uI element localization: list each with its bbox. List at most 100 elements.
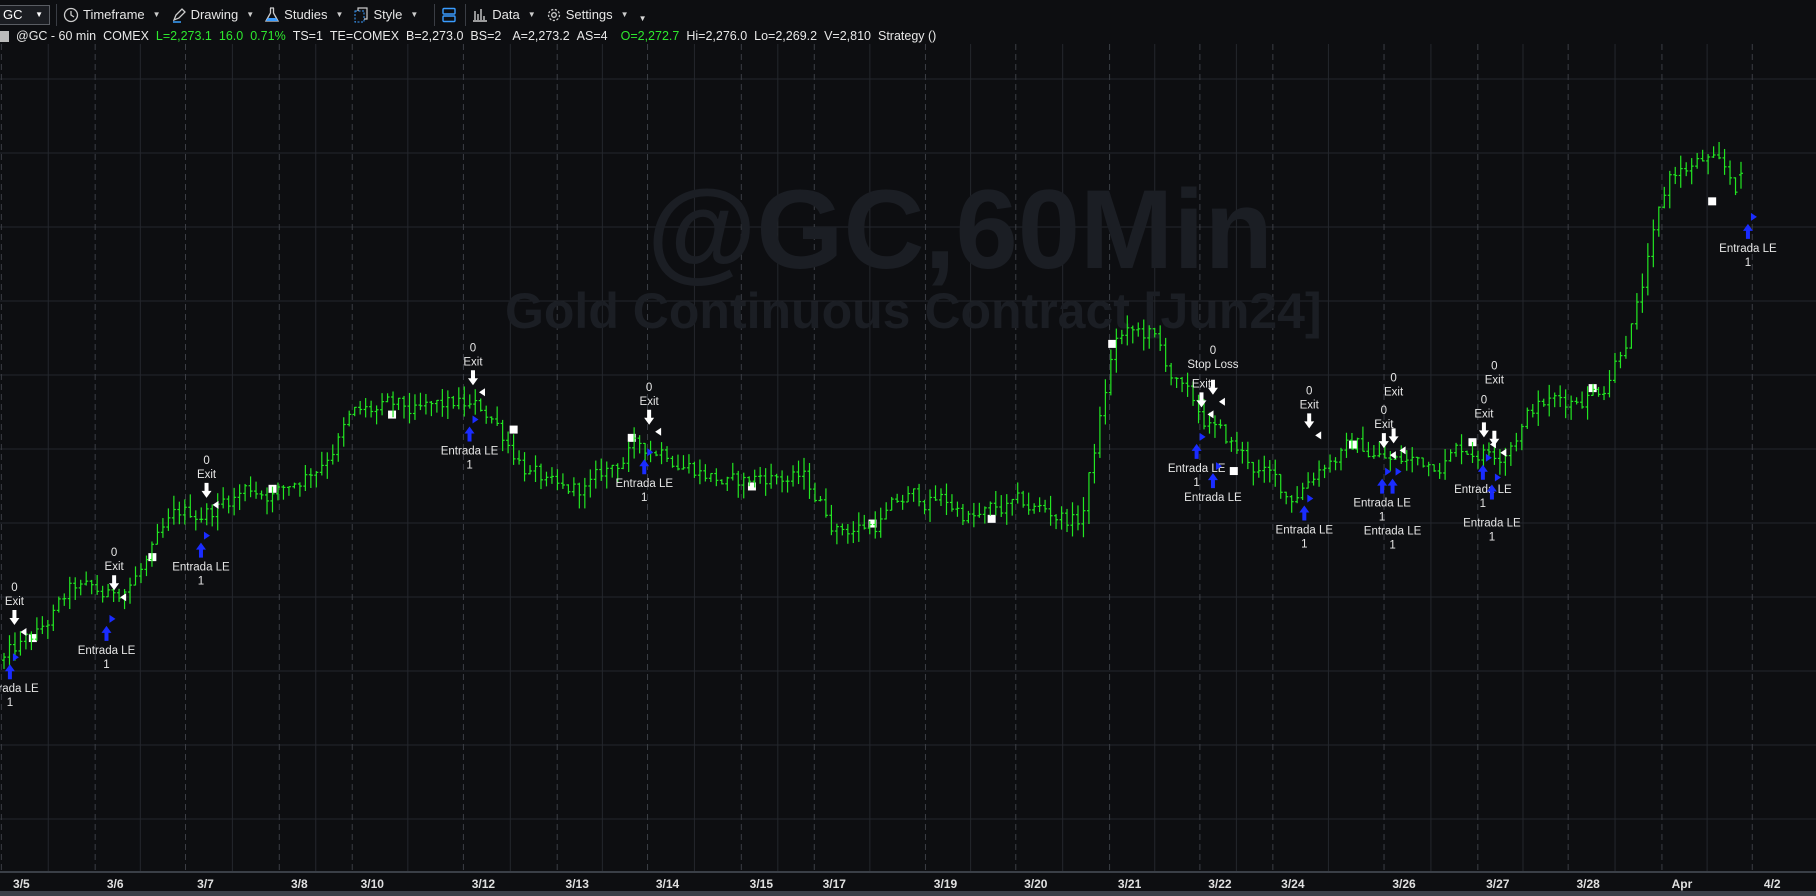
price-bar (1404, 450, 1409, 471)
price-bar (1114, 328, 1119, 373)
price-bar (160, 518, 165, 538)
style-button[interactable]: Style ▼ (353, 6, 418, 23)
time-axis[interactable]: 3/5 3/6 3/7 3/8 3/10 3/12 3/13 3/14 3/15 3/17 3/19… (13, 877, 1781, 891)
price-bar (566, 484, 571, 494)
price-bar (1147, 325, 1152, 349)
price-bar (149, 541, 154, 567)
entry-marker-icon (109, 614, 116, 623)
drawing-button[interactable]: Drawing ▼ (171, 7, 254, 23)
price-bar (1580, 391, 1585, 409)
price-bar (138, 563, 143, 584)
time-axis-label: 3/14 (656, 877, 680, 891)
price-bar (89, 579, 94, 595)
price-bar (615, 463, 620, 483)
price-bar (1667, 170, 1672, 209)
price-bar (571, 477, 576, 497)
price-bar (911, 488, 916, 502)
indicator-marker (1348, 440, 1357, 449)
price-bar (1684, 162, 1689, 177)
price-bar (1207, 412, 1212, 434)
trade-label: Entrada LE (1276, 524, 1334, 536)
price-bar (823, 488, 828, 518)
price-bar (944, 483, 949, 516)
exit-arrow-down-icon (1207, 379, 1218, 395)
price-bar (133, 566, 138, 586)
price-bar (1295, 486, 1300, 504)
price-bar (243, 483, 248, 502)
price-bar (889, 496, 894, 511)
exit-arrow-down-icon (1304, 413, 1315, 429)
price-bar (867, 520, 872, 535)
exit-label-group: Stop Loss 0 (1187, 345, 1238, 371)
entry-arrow-up-icon (1207, 473, 1218, 489)
price-bar (670, 455, 675, 468)
price-bar (237, 484, 242, 511)
exit-marker-icon (1399, 446, 1406, 455)
exit-arrow-down-icon (467, 370, 478, 386)
price-bar (675, 454, 680, 471)
price-bar (144, 555, 149, 577)
price-bar (325, 452, 330, 479)
trade-label: 1 (7, 697, 13, 709)
trade-label: 1 (1745, 257, 1751, 269)
price-bar (259, 490, 264, 500)
price-bar (971, 502, 976, 528)
trade-label: Entrada LE (78, 645, 136, 657)
entry-marker-icon (472, 415, 479, 424)
exit-marker-icon (1207, 410, 1214, 419)
exit-label-group: Exit 0 (1374, 405, 1394, 431)
info-ask-size: AS=4 (576, 29, 608, 43)
overflow-caret-icon[interactable]: ▼ (638, 14, 647, 23)
price-bar (1711, 146, 1716, 158)
entry-marker-icon (1199, 432, 1206, 441)
data-button[interactable]: Data ▼ (472, 7, 536, 23)
price-bar (1443, 449, 1448, 480)
studies-button[interactable]: Studies ▼ (264, 6, 344, 23)
price-bar (34, 617, 39, 641)
price-bar (621, 457, 626, 470)
trade-label: 0 (1306, 385, 1312, 397)
trade-label: Entrada LE (1184, 492, 1242, 504)
price-bar (955, 501, 960, 517)
exit-marker-icon (212, 500, 219, 509)
price-bar (659, 442, 664, 465)
timeframe-button[interactable]: Timeframe ▼ (63, 7, 161, 23)
exit-arrow-down-icon (109, 575, 120, 591)
indicator-marker (987, 514, 996, 523)
info-ask: A=2,273.2 (512, 29, 570, 43)
price-bar (358, 400, 363, 415)
price-bar (226, 495, 231, 514)
caret-icon: ▼ (335, 10, 344, 19)
price-bar (1355, 437, 1360, 453)
price-bar (791, 465, 796, 487)
price-bar (999, 495, 1004, 517)
settings-button[interactable]: Settings ▼ (546, 7, 629, 23)
price-bar (862, 514, 867, 530)
price-bar (177, 501, 182, 525)
price-bar (1728, 160, 1733, 185)
price-bar (67, 576, 72, 610)
price-bar (500, 419, 505, 452)
price-bar (495, 406, 500, 426)
layout-icon[interactable] (441, 7, 457, 23)
price-bar (785, 475, 790, 493)
clock-icon (63, 7, 79, 22)
price-bar (111, 588, 116, 602)
price-bar (1065, 508, 1070, 533)
entry-marker-icon (203, 531, 210, 540)
price-bar (1328, 454, 1333, 473)
trade-label: Entrada LE (172, 562, 230, 574)
trade-label: Entrada LE (1353, 498, 1411, 510)
entry-arrow-up-icon (639, 459, 650, 475)
price-bar (599, 458, 604, 481)
price-bar (812, 482, 817, 503)
price-bar (1623, 335, 1628, 359)
exit-marker-icon (1389, 451, 1396, 460)
bottom-scroll-bar[interactable] (0, 891, 1816, 896)
price-bar (100, 585, 105, 603)
price-bar (818, 496, 823, 502)
price-bar (1010, 498, 1015, 516)
exit-marker-icon (1218, 397, 1225, 406)
symbol-selector[interactable]: GC ▼ (0, 4, 50, 25)
